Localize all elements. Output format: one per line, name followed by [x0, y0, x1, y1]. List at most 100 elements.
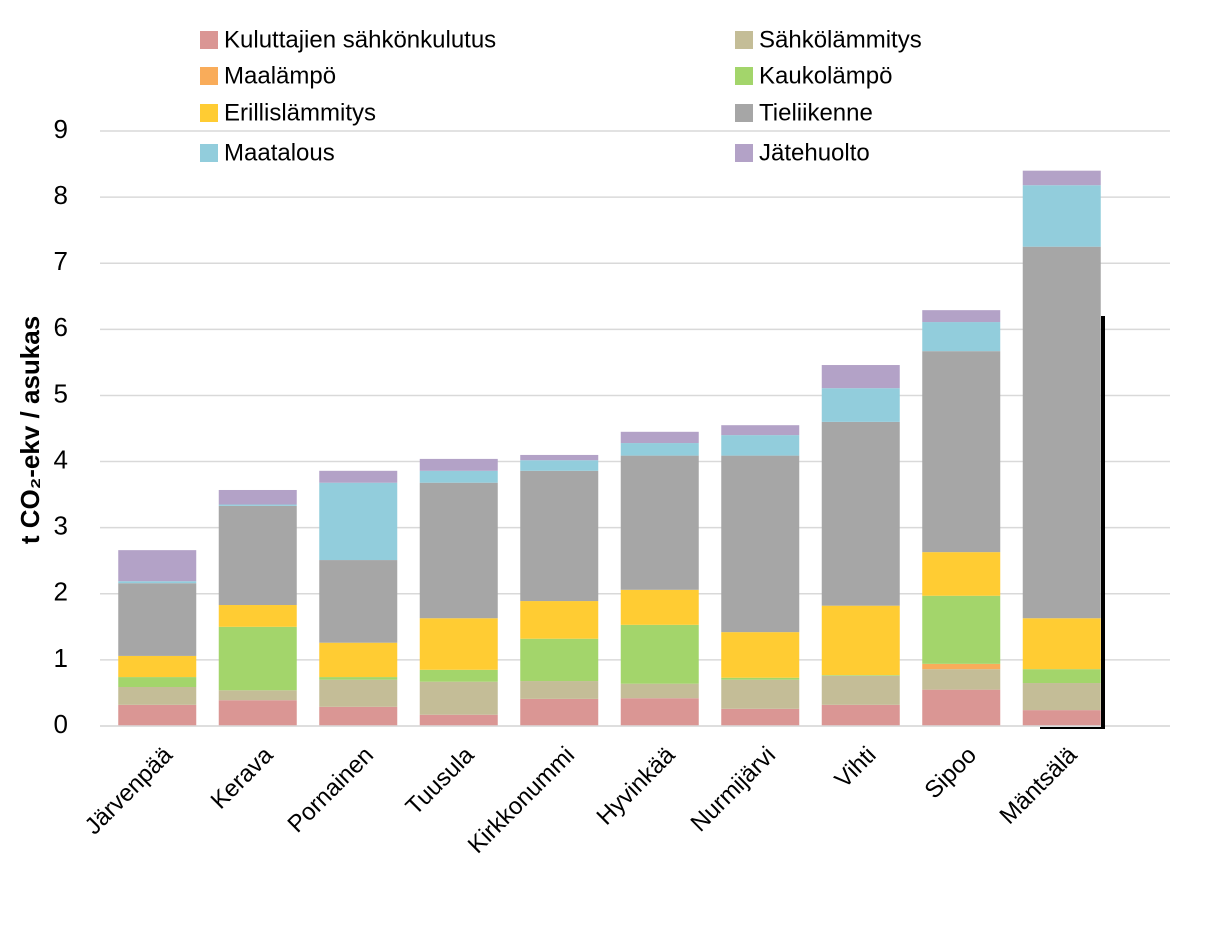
legend-label: Maalämpö [224, 62, 336, 89]
bar-segment [922, 351, 1001, 553]
legend-swatch [735, 104, 753, 122]
bar-segment [118, 655, 197, 678]
bar-segment [218, 489, 297, 505]
bar-segment [218, 605, 297, 627]
bar-segment [922, 595, 1001, 664]
bar-segment [118, 581, 197, 584]
bar-segment [419, 681, 498, 715]
bar-segment [721, 435, 800, 456]
bar-segment [520, 698, 599, 726]
x-tick-label: Mäntsälä [995, 741, 1083, 829]
legend-swatch [735, 67, 753, 85]
bar-segment [319, 470, 398, 483]
bar-segment [118, 686, 197, 705]
bar-segment [821, 365, 900, 389]
y-tick-label: 4 [54, 444, 68, 474]
bar-segment [218, 690, 297, 701]
bar-segment [319, 560, 398, 643]
bar-segment [1022, 710, 1101, 726]
legend-label: Kuluttajien sähkönkulutus [224, 26, 496, 53]
legend-swatch [200, 104, 218, 122]
bar-segment [620, 624, 699, 684]
bar-segment [922, 552, 1001, 596]
bar-segment [1022, 618, 1101, 670]
y-tick-label: 7 [54, 246, 68, 276]
bar-segment [419, 618, 498, 670]
bar-segment [218, 505, 297, 606]
bar-segment [721, 677, 800, 680]
plot: 0 1 2 3 4 5 6 7 8 9 Järvenpää Kerava Pornainen Tuusul… [54, 26, 1170, 859]
bar-segment [620, 698, 699, 726]
bar-segment [419, 669, 498, 682]
legend-label: Erillislämmitys [224, 99, 376, 126]
bar-segment [419, 482, 498, 619]
x-tick-label: Pornainen [283, 742, 379, 838]
legend-swatch [735, 144, 753, 162]
legend-label: Jätehuolto [759, 139, 870, 166]
bar-segment [821, 388, 900, 422]
bar-segment [821, 704, 900, 726]
x-tick-label: Sipoo [919, 742, 982, 805]
x-tick-label: Hyvinkää [592, 741, 681, 830]
bar-segment [520, 470, 599, 602]
bar-segment [419, 714, 498, 726]
bar-segment [721, 679, 800, 709]
bar-segment [821, 421, 900, 606]
bar-segment [821, 605, 900, 676]
x-tick-label: Tuusula [401, 741, 480, 820]
bar-segment [1022, 185, 1101, 247]
y-tick-label: 9 [54, 114, 68, 144]
bar-segment [319, 706, 398, 726]
x-tick-label: Nurmijärvi [686, 742, 781, 837]
x-tick-label: Kerava [206, 741, 279, 814]
x-tick-label: Järvenpää [80, 741, 179, 840]
bar-segment [620, 683, 699, 699]
bar-segment [620, 443, 699, 456]
x-tick-label: Vihti [830, 742, 882, 794]
bar-segment [922, 310, 1001, 323]
bar-segment [319, 642, 398, 678]
y-tick-label: 8 [54, 180, 68, 210]
bar-segment [218, 626, 297, 691]
bar-segment [1022, 170, 1101, 186]
bar-segment [620, 589, 699, 625]
legend-swatch [735, 31, 753, 49]
y-tick-label: 3 [54, 511, 68, 541]
y-tick-label: 5 [54, 378, 68, 408]
bar-segment [520, 454, 599, 461]
bar-segment [520, 638, 599, 682]
bar-segment [721, 455, 800, 633]
bar-segment [218, 504, 297, 506]
legend-label: Maatalous [224, 139, 335, 166]
bar-segment [1022, 246, 1101, 619]
bar-segment [118, 550, 197, 582]
bar-segment [319, 482, 398, 561]
bar-segment [922, 663, 1001, 670]
legend-label: Tieliikenne [759, 99, 873, 126]
bar-segment [620, 455, 699, 590]
bar-segment [520, 681, 599, 699]
bar-segment [118, 677, 197, 687]
bar-segment [419, 470, 498, 483]
legend-swatch [200, 144, 218, 162]
x-tick-label: Kirkkonummi [463, 742, 580, 859]
bar-segment [922, 689, 1001, 726]
bar-segment [1022, 683, 1101, 711]
legend-swatch [200, 67, 218, 85]
bar-segment [922, 669, 1001, 690]
bar-segment [821, 675, 900, 705]
bar-segment [721, 632, 800, 678]
legend-label: Sähkölämmitys [759, 26, 922, 53]
y-tick-label: 0 [54, 709, 68, 739]
bar-segment [319, 679, 398, 707]
bar-segment [1022, 669, 1101, 684]
y-tick-label: 2 [54, 577, 68, 607]
y-axis-label: t CO₂-ekv / asukas [15, 316, 45, 544]
bar-segment [218, 700, 297, 726]
bar-segment [118, 704, 197, 726]
y-tick-label: 6 [54, 312, 68, 342]
legend-swatch [200, 31, 218, 49]
bar-segment [721, 708, 800, 726]
bar-segment [520, 601, 599, 639]
